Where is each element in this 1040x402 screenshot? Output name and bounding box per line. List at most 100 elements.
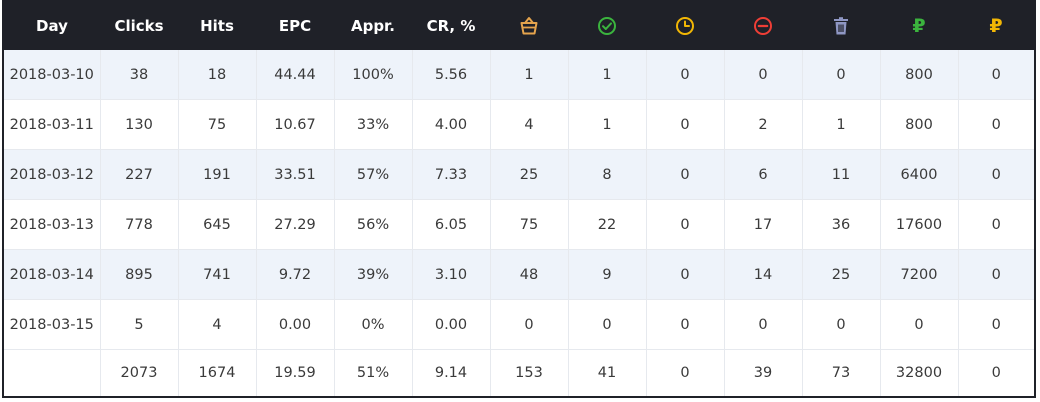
cell-clicks: 5	[100, 299, 179, 350]
cell-revenue-pending: 0	[958, 50, 1034, 100]
cell-pending: 0	[646, 149, 725, 200]
cell-orders: 0	[490, 299, 569, 350]
cell-cr: 5.56	[412, 50, 491, 100]
trash-icon	[834, 17, 848, 35]
cell-epc: 19.59	[256, 349, 335, 396]
cell-approved: 41	[568, 349, 647, 396]
cell-revenue-approved: 6400	[880, 149, 959, 200]
header-pending[interactable]	[646, 2, 724, 50]
cell-epc: 33.51	[256, 149, 335, 200]
cell-clicks: 130	[100, 99, 179, 150]
cell-revenue-pending: 0	[958, 299, 1034, 350]
cell-orders: 1	[490, 50, 569, 100]
cell-revenue-approved: 800	[880, 99, 959, 150]
cell-appr: 39%	[334, 249, 413, 300]
cell-clicks: 38	[100, 50, 179, 100]
cell-day	[4, 349, 101, 396]
minus-circle-icon	[754, 17, 772, 35]
table-row: 2018-03-10 38 18 44.44 100% 5.56 1 1 0 0 0 800 0	[4, 50, 1034, 100]
cell-rejected: 0	[724, 299, 803, 350]
header-cr[interactable]: CR, %	[412, 2, 490, 50]
cell-approved: 9	[568, 249, 647, 300]
table-row: 2018-03-12 227 191 33.51 57% 7.33 25 8 0 6 11 6400 0	[4, 149, 1034, 200]
cell-cr: 3.10	[412, 249, 491, 300]
cell-revenue-pending: 0	[958, 249, 1034, 300]
cell-epc: 10.67	[256, 99, 335, 150]
cell-revenue-pending: 0	[958, 99, 1034, 150]
header-clicks[interactable]: Clicks	[100, 2, 178, 50]
cell-day: 2018-03-13	[4, 199, 101, 250]
cell-trash: 1	[802, 99, 881, 150]
cell-cr: 6.05	[412, 199, 491, 250]
cell-orders: 153	[490, 349, 569, 396]
cell-day: 2018-03-15	[4, 299, 101, 350]
cell-approved: 22	[568, 199, 647, 250]
cell-epc: 0.00	[256, 299, 335, 350]
cell-clicks: 227	[100, 149, 179, 200]
cell-clicks: 2073	[100, 349, 179, 396]
header-row: Day Clicks Hits EPC Appr. CR, %	[4, 2, 1034, 50]
cell-appr: 51%	[334, 349, 413, 396]
header-ruble-pending[interactable]: ₽	[958, 2, 1034, 50]
header-hits[interactable]: Hits	[178, 2, 256, 50]
cell-trash: 11	[802, 149, 881, 200]
header-epc[interactable]: EPC	[256, 2, 334, 50]
cell-pending: 0	[646, 99, 725, 150]
cell-revenue-pending: 0	[958, 199, 1034, 250]
cell-trash: 73	[802, 349, 881, 396]
basket-icon	[520, 17, 538, 35]
cell-cr: 0.00	[412, 299, 491, 350]
cell-rejected: 14	[724, 249, 803, 300]
header-ruble-approved[interactable]: ₽	[880, 2, 958, 50]
cell-cr: 7.33	[412, 149, 491, 200]
header-rejected[interactable]	[724, 2, 802, 50]
table-row: 2018-03-11 130 75 10.67 33% 4.00 4 1 0 2 1 800 0	[4, 99, 1034, 150]
header-appr[interactable]: Appr.	[334, 2, 412, 50]
cell-revenue-pending: 0	[958, 349, 1034, 396]
cell-cr: 4.00	[412, 99, 491, 150]
cell-appr: 57%	[334, 149, 413, 200]
cell-appr: 56%	[334, 199, 413, 250]
cell-appr: 0%	[334, 299, 413, 350]
header-trash[interactable]	[802, 2, 880, 50]
cell-hits: 645	[178, 199, 257, 250]
cell-trash: 0	[802, 50, 881, 100]
cell-cr: 9.14	[412, 349, 491, 396]
header-orders[interactable]	[490, 2, 568, 50]
cell-hits: 1674	[178, 349, 257, 396]
header-approved[interactable]	[568, 2, 646, 50]
cell-orders: 4	[490, 99, 569, 150]
cell-revenue-pending: 0	[958, 149, 1034, 200]
cell-hits: 75	[178, 99, 257, 150]
cell-rejected: 0	[724, 50, 803, 100]
cell-revenue-approved: 17600	[880, 199, 959, 250]
cell-orders: 48	[490, 249, 569, 300]
table-row: 2018-03-14 895 741 9.72 39% 3.10 48 9 0 14 25 7200 0	[4, 249, 1034, 300]
check-circle-icon	[598, 17, 616, 35]
cell-pending: 0	[646, 199, 725, 250]
cell-approved: 1	[568, 99, 647, 150]
header-day[interactable]: Day	[4, 2, 100, 50]
cell-rejected: 17	[724, 199, 803, 250]
cell-epc: 44.44	[256, 50, 335, 100]
cell-revenue-approved: 0	[880, 299, 959, 350]
cell-revenue-approved: 7200	[880, 249, 959, 300]
total-row: 2073 1674 19.59 51% 9.14 153 41 0 39 73 32800 0	[4, 349, 1034, 396]
ruble-icon: ₽	[912, 15, 926, 37]
cell-rejected: 39	[724, 349, 803, 396]
cell-appr: 100%	[334, 50, 413, 100]
cell-hits: 4	[178, 299, 257, 350]
ruble-icon: ₽	[989, 15, 1003, 37]
cell-epc: 27.29	[256, 199, 335, 250]
cell-trash: 36	[802, 199, 881, 250]
cell-hits: 741	[178, 249, 257, 300]
cell-day: 2018-03-14	[4, 249, 101, 300]
cell-revenue-approved: 32800	[880, 349, 959, 396]
cell-clicks: 778	[100, 199, 179, 250]
cell-trash: 0	[802, 299, 881, 350]
cell-day: 2018-03-11	[4, 99, 101, 150]
cell-hits: 191	[178, 149, 257, 200]
cell-clicks: 895	[100, 249, 179, 300]
cell-day: 2018-03-10	[4, 50, 101, 100]
